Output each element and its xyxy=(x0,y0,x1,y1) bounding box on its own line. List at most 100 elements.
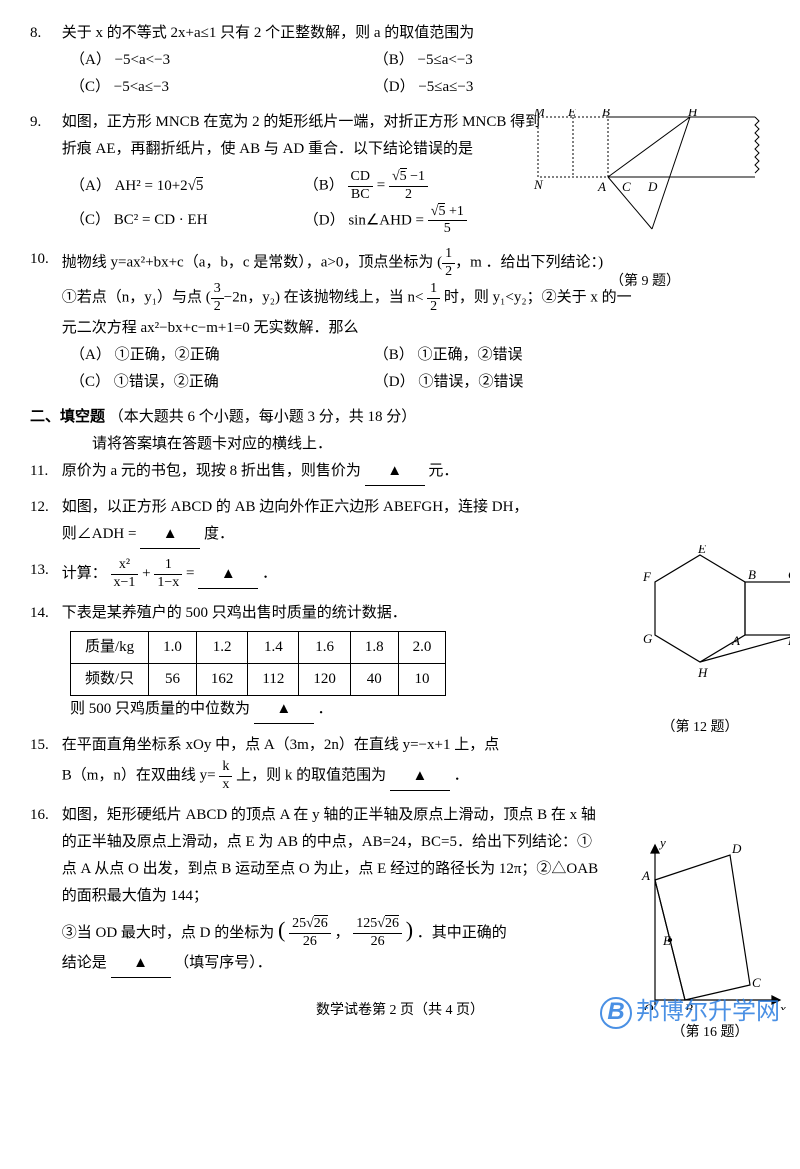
tail: −2n，y₂ xyxy=(224,290,275,306)
svg-text:B: B xyxy=(602,109,610,119)
den: x xyxy=(219,777,232,794)
blank: ▲ xyxy=(198,561,258,589)
l1: 在平面直角坐标系 xOy 中，点 A（3m，2n）在直线 y=−x+1 上，点 xyxy=(62,737,499,753)
s: 26 xyxy=(314,915,328,931)
qnum: 14. xyxy=(30,600,58,627)
option-a: （A） AH² = 10+2√5 xyxy=(70,173,300,200)
question-8: 8. 关于 x 的不等式 2x+a≤1 只有 2 个正整数解，则 a 的取值范围… xyxy=(30,20,770,101)
pre: 如图，以正方形 ABCD 的 AB 边向外作正六边形 ABEFGH，连接 DH，… xyxy=(62,499,529,542)
frac: √5 +15 xyxy=(428,204,467,239)
l2pre: ①若点（n，y₁）与点 xyxy=(62,290,202,306)
question-15: 15. 在平面直角坐标系 xOy 中，点 A（3m，2n）在直线 y=−x+1 … xyxy=(30,732,770,794)
unit: 元． xyxy=(428,463,458,479)
section-desc: （本大题共 6 个小题，每小题 3 分，共 18 分） xyxy=(109,409,417,425)
den: 5 xyxy=(428,221,467,238)
s: 26 xyxy=(385,915,399,931)
l4pre: 结论是 xyxy=(62,955,107,971)
svg-text:M: M xyxy=(533,109,546,119)
frac: √5 −12 xyxy=(389,169,428,204)
section-note: 请将答案填在答题卡对应的横线上． xyxy=(92,436,332,452)
watermark-icon: B xyxy=(600,997,632,1029)
option-c: （C） BC² = CD · EH xyxy=(70,207,300,234)
cell: 1.0 xyxy=(149,631,197,663)
den: 2 xyxy=(389,187,428,204)
den: BC xyxy=(348,187,373,204)
option-a: （A） −5<a<−3 xyxy=(70,47,370,74)
comma: ， xyxy=(335,925,350,941)
den: 2 xyxy=(442,264,455,281)
svg-text:N: N xyxy=(533,177,544,192)
qnum: 11. xyxy=(30,458,58,485)
post: 度． xyxy=(204,526,234,542)
qnum: 13. xyxy=(30,557,58,584)
section-title: 二、填空题 xyxy=(30,409,105,425)
qtext: 如图，矩形硬纸片 ABCD 的顶点 A 在 y 轴的正半轴及原点上滑动，顶点 B… xyxy=(62,802,602,979)
qtext: 原价为 a 元的书包，现按 8 折出售，则售价为 xyxy=(62,463,361,479)
l3pre: ③当 OD 最大时，点 D 的坐标为 xyxy=(62,925,275,941)
num: k xyxy=(219,759,232,777)
l3post: ．其中正确的 xyxy=(417,925,507,941)
opt-d-pre: （D） sin∠AHD = xyxy=(304,212,428,228)
option-c: （C） ①错误，②正确 xyxy=(70,369,370,396)
num: CD xyxy=(348,169,373,187)
qnum: 16. xyxy=(30,802,58,829)
den: x−1 xyxy=(111,575,139,592)
eq: = xyxy=(377,178,389,194)
num: √5 −1 xyxy=(389,169,428,187)
l2pre: B（m，n）在双曲线 y= xyxy=(62,768,216,784)
cell: 112 xyxy=(248,663,299,695)
question-9: MEBH NACD （第 9 题） 9. 如图，正方形 MNCB 在宽为 2 的… xyxy=(30,109,770,238)
question-11: 11. 原价为 a 元的书包，现按 8 折出售，则售价为 ▲ 元． xyxy=(30,458,770,486)
question-12: 12. 如图，以正方形 ABCD 的 AB 边向外作正六边形 ABEFGH，连接… xyxy=(30,494,770,549)
eq: = xyxy=(186,566,198,582)
qtext: 下表是某养殖户的 500 只鸡出售时质量的统计数据． xyxy=(62,605,407,621)
svg-text:D: D xyxy=(787,633,790,648)
pre: 则 500 只鸡质量的中位数为 xyxy=(70,701,250,717)
den: 26 xyxy=(289,934,331,951)
frac: 125√2626 xyxy=(353,916,402,951)
cell: 质量/kg xyxy=(71,631,149,663)
option-c: （C） −5<a≤−3 xyxy=(70,74,370,101)
cell: 162 xyxy=(196,663,248,695)
frac2: 11−x xyxy=(154,557,182,592)
option-d: （D） sin∠AHD = √5 +15 xyxy=(304,204,534,239)
question-16: 16. 如图，矩形硬纸片 ABCD 的顶点 A 在 y 轴的正半轴及原点上滑动，… xyxy=(30,802,770,979)
cell: 40 xyxy=(350,663,398,695)
den: 1−x xyxy=(154,575,182,592)
qtext: 如图，正方形 MNCB 在宽为 2 的矩形纸片一端，对折正方形 MNCB 得到折… xyxy=(62,109,542,163)
svg-text:C: C xyxy=(788,567,790,582)
blank: ▲ xyxy=(365,458,425,486)
question-13: 13. 计算： x²x−1 + 11−x = ▲ ． xyxy=(30,557,770,592)
qtext: 关于 x 的不等式 2x+a≤1 只有 2 个正整数解，则 a 的取值范围为 xyxy=(62,20,742,47)
frac: 12 xyxy=(427,281,440,316)
svg-text:D: D xyxy=(647,179,658,194)
blank: ▲ xyxy=(111,950,171,978)
post: 则 500 只鸡质量的中位数为 ▲ ． xyxy=(70,696,770,724)
cell: 1.8 xyxy=(350,631,398,663)
cell: 56 xyxy=(149,663,197,695)
pre: 计算： xyxy=(62,566,107,582)
qnum: 8. xyxy=(30,20,58,47)
cell: 1.6 xyxy=(299,631,351,663)
den: 26 xyxy=(353,934,402,951)
qnum: 12. xyxy=(30,494,58,521)
l4post: （填写序号）． xyxy=(174,955,272,971)
den: 2 xyxy=(211,299,224,316)
option-d: （D） ①错误，②错误 xyxy=(374,369,674,396)
post: ． xyxy=(454,768,469,784)
blank: ▲ xyxy=(390,763,450,791)
svg-text:E: E xyxy=(567,109,576,119)
l3: 元二次方程 ax²−bx+c−m+1=0 无实数解．那么 xyxy=(62,320,359,336)
num: 1 xyxy=(442,246,455,264)
figure-9-svg: MEBH NACD xyxy=(530,109,760,259)
option-b: （B） ①正确，②错误 xyxy=(374,342,674,369)
plus: + xyxy=(142,566,154,582)
tail: +1 xyxy=(445,204,463,219)
svg-text:H: H xyxy=(687,109,698,119)
qtext: 如图，以正方形 ABCD 的 AB 边向外作正六边形 ABEFGH，连接 DH，… xyxy=(62,494,542,549)
data-table: 质量/kg 1.0 1.2 1.4 1.6 1.8 2.0 频数/只 56 16… xyxy=(70,631,446,696)
cell: 10 xyxy=(398,663,446,695)
option-b: （B） −5≤a<−3 xyxy=(374,47,674,74)
watermark: B邦博尔升学网 xyxy=(600,990,780,1033)
table-row: 频数/只 56 162 112 120 40 10 xyxy=(71,663,446,695)
